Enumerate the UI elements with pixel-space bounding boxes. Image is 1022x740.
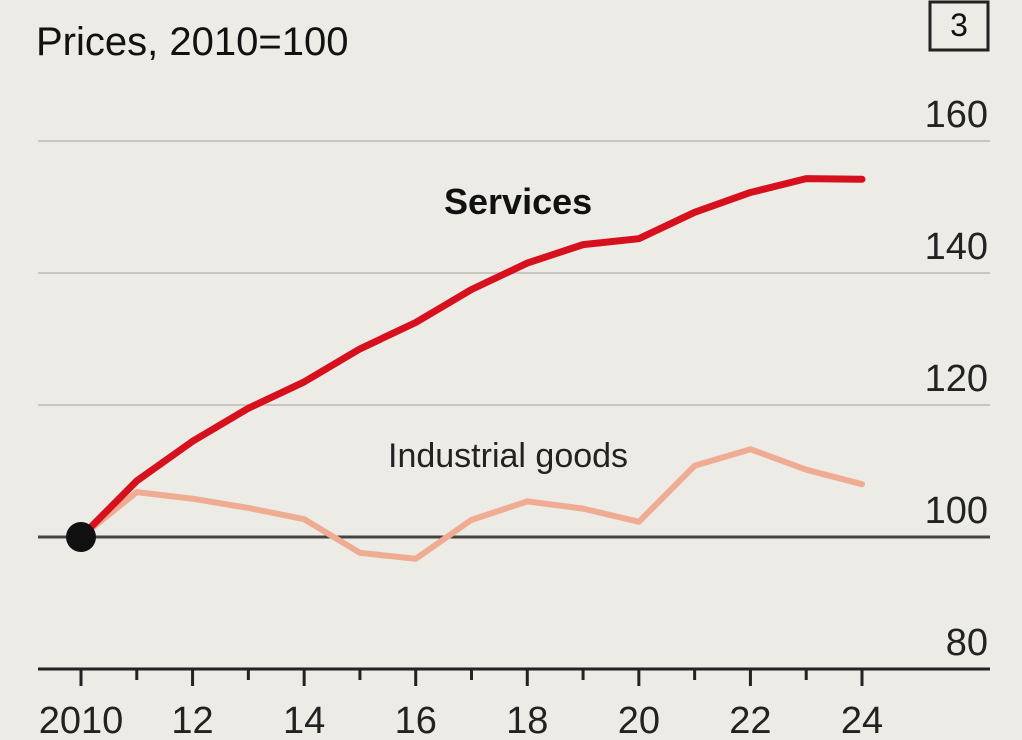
y-tick-label: 100 <box>925 490 988 532</box>
x-tick-label: 18 <box>506 700 548 740</box>
series-label-services: Services <box>444 181 592 222</box>
y-tick-label: 140 <box>925 226 988 268</box>
series-line-industrial-goods <box>78 446 865 562</box>
x-tick-label: 16 <box>395 700 437 740</box>
origin-point <box>66 522 96 552</box>
x-tick-label: 14 <box>283 700 325 740</box>
chart-number-box: 3 <box>928 0 990 52</box>
y-tick-label: 160 <box>925 94 988 136</box>
y-tick-label: 120 <box>925 358 988 400</box>
x-tick-label: 2010 <box>39 700 124 740</box>
y-axis-tick-labels: 80 100 120 140 160 <box>925 94 988 664</box>
series-label-industrial-goods: Industrial goods <box>388 437 628 475</box>
x-tick-label: 20 <box>618 700 660 740</box>
chart-number: 3 <box>950 7 968 43</box>
y-tick-label: 80 <box>946 622 988 664</box>
x-tick-label: 24 <box>841 700 883 740</box>
x-axis: 2010 12 14 16 18 20 22 24 <box>38 667 990 740</box>
chart-number-border <box>928 0 990 52</box>
x-tick-label: 22 <box>729 700 771 740</box>
x-tick-label: 12 <box>171 700 213 740</box>
series-lines <box>66 175 866 562</box>
chart-subtitle: Prices, 2010=100 <box>36 20 348 64</box>
series-line-services <box>77 175 866 541</box>
